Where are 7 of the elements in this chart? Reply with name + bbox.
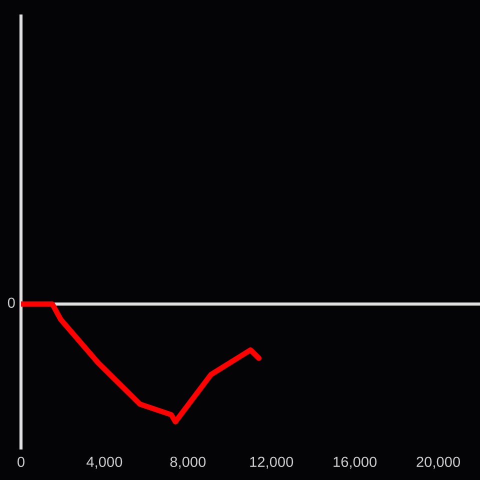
x-tick-label: 8,000	[170, 456, 206, 469]
x-tick-label: 12,000	[250, 456, 294, 469]
x-tick-label: 0	[18, 456, 24, 468]
ref-line-label: 0	[8, 298, 15, 308]
x-tick-label: 4,000	[86, 456, 122, 469]
x-tick-label: 20,000	[416, 456, 460, 469]
x-tick-label: 16,000	[334, 456, 377, 469]
